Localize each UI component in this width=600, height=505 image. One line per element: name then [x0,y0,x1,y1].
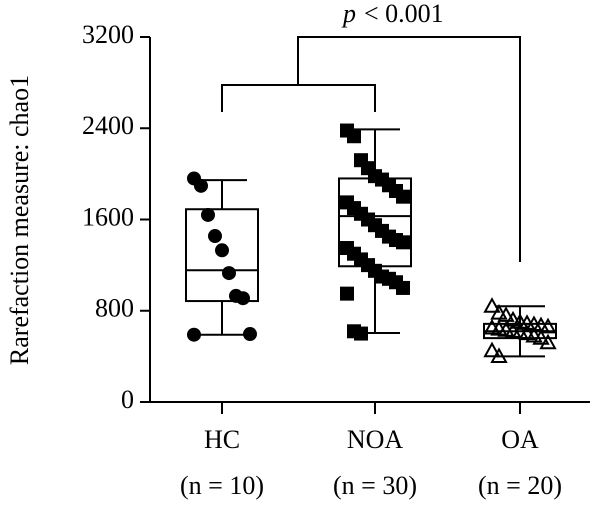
data-point [490,303,508,320]
y-tick-label: 800 [95,294,134,323]
data-point [525,326,543,343]
data-point [215,243,229,258]
data-point [539,333,557,350]
data-point [340,286,354,301]
data-point [518,324,536,341]
x-tick-note: (n = 30) [333,471,417,500]
y-tick-label: 1600 [82,202,134,231]
data-point [187,327,201,342]
data-point [396,189,410,204]
y-axis-label: Rarefaction measure: chao1 [5,75,34,365]
data-point [539,317,557,334]
data-point [222,266,236,281]
data-point [396,280,410,295]
data-point [396,235,410,250]
x-tick-label: NOA [347,425,404,454]
data-point [347,129,361,144]
x-tick-label: HC [204,425,240,454]
data-point [483,341,501,358]
data-point [208,229,222,244]
x-tick-note: (n = 20) [478,471,562,500]
data-point [194,178,208,193]
data-point [532,329,550,345]
box [185,208,259,303]
data-point [243,327,257,342]
data-point [483,297,501,313]
data-point [490,347,508,363]
significance-bracket [221,36,521,262]
data-point [354,326,368,341]
x-tick-label: OA [501,425,539,454]
annotation-symbol: p [341,0,356,28]
y-tick-label: 0 [121,385,134,414]
data-point [201,207,215,222]
annotation-text: < 0.001 [364,0,444,28]
data-point [236,291,250,306]
data-point [497,306,515,322]
y-tick-label: 3200 [82,20,134,49]
x-tick-note: (n = 10) [180,471,264,500]
y-tick-label: 2400 [82,111,134,140]
